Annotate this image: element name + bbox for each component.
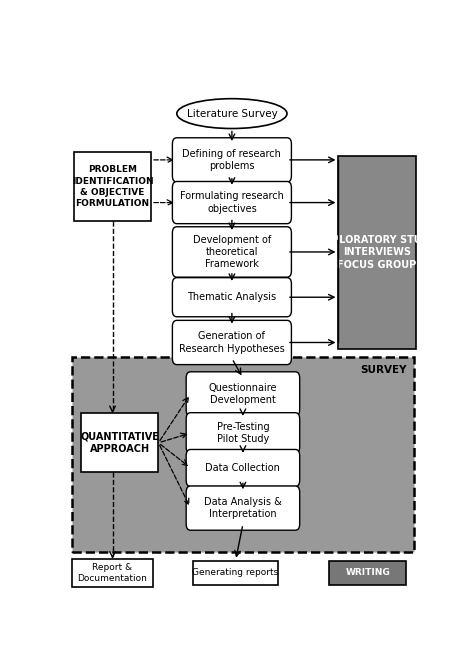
Text: PROBLEM
IDENTIFICATION
& OBJECTIVE
FORMULATION: PROBLEM IDENTIFICATION & OBJECTIVE FORMU… (72, 166, 153, 208)
Text: Development of
theoretical
Framework: Development of theoretical Framework (193, 234, 271, 269)
Bar (338, 156, 416, 349)
FancyBboxPatch shape (186, 372, 300, 416)
Bar (193, 560, 278, 585)
Text: Data Collection: Data Collection (206, 463, 280, 473)
FancyBboxPatch shape (186, 413, 300, 454)
Text: Thematic Analysis: Thematic Analysis (187, 292, 276, 302)
Bar (72, 558, 153, 587)
Text: Report &
Documentation: Report & Documentation (78, 563, 147, 583)
Text: Generation of
Research Hypotheses: Generation of Research Hypotheses (179, 331, 285, 353)
Bar (329, 560, 406, 585)
Text: Literature Survey: Literature Survey (187, 109, 277, 119)
Text: SURVEY: SURVEY (360, 365, 406, 375)
Text: Generating reports: Generating reports (192, 568, 279, 577)
FancyBboxPatch shape (173, 182, 292, 224)
FancyBboxPatch shape (186, 486, 300, 530)
Text: Formulating research
objectives: Formulating research objectives (180, 191, 284, 214)
Text: Defining of research
problems: Defining of research problems (182, 149, 282, 171)
Text: EXPLORATORY STUDY
INTERVIEWS
FOCUS GROUP: EXPLORATORY STUDY INTERVIEWS FOCUS GROUP (318, 235, 436, 270)
Bar (74, 152, 151, 221)
Text: Data Analysis &
Interpretation: Data Analysis & Interpretation (204, 497, 282, 519)
FancyBboxPatch shape (173, 138, 292, 182)
Text: QUANTITATIVE
APPROACH: QUANTITATIVE APPROACH (81, 432, 159, 454)
Text: WRITING: WRITING (346, 568, 390, 577)
Bar (82, 413, 158, 472)
FancyBboxPatch shape (173, 226, 292, 277)
Bar (72, 357, 414, 552)
Ellipse shape (177, 99, 287, 128)
Text: Questionnaire
Development: Questionnaire Development (209, 383, 277, 405)
Text: Pre-Testing
Pilot Study: Pre-Testing Pilot Study (217, 422, 269, 444)
FancyBboxPatch shape (186, 450, 300, 486)
FancyBboxPatch shape (173, 278, 292, 317)
FancyBboxPatch shape (173, 321, 292, 365)
